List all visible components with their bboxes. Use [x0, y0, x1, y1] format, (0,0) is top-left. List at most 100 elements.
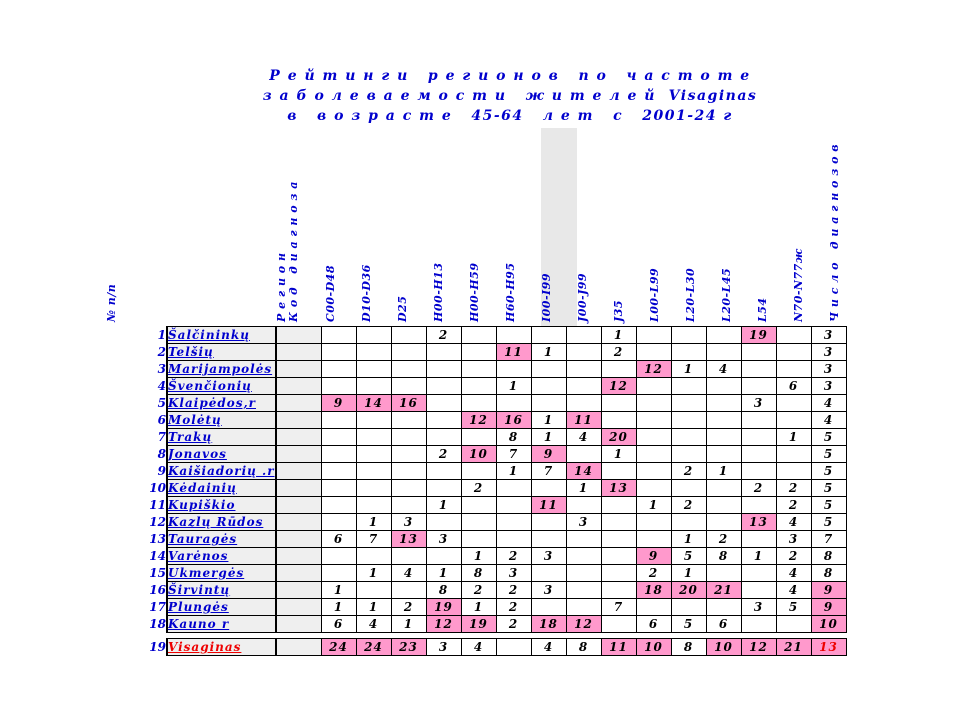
value-cell	[425, 394, 462, 412]
value-cell: 18	[635, 581, 672, 599]
value-cell: 3	[495, 564, 532, 582]
value-cell: 2	[425, 326, 462, 344]
value-cell	[530, 394, 567, 412]
value-cell: 1	[355, 598, 392, 616]
value-cell: 12	[425, 615, 462, 633]
value-cell	[600, 530, 637, 548]
row-number: 13	[149, 532, 166, 546]
value-cell: 14	[355, 394, 392, 412]
diagnosis-code-cell	[275, 360, 322, 378]
value-cell: 2	[635, 564, 672, 582]
value-cell	[565, 326, 602, 344]
value-cell	[565, 530, 602, 548]
value-cell: 5	[670, 547, 707, 565]
column-header-H00-H59: H00-H59	[468, 262, 481, 322]
diagnosis-code-cell	[275, 394, 322, 412]
diagnosis-code-cell	[275, 428, 322, 446]
value-cell: 4	[705, 360, 742, 378]
value-cell: 2	[495, 547, 532, 565]
value-cell: 19	[460, 615, 497, 633]
value-cell	[390, 343, 427, 361]
row-number: 14	[149, 549, 166, 563]
diagnosis-code-cell	[275, 479, 322, 497]
row-number: 16	[149, 583, 166, 597]
value-cell: 14	[565, 462, 602, 480]
value-cell	[355, 445, 392, 463]
row-number: 2	[157, 345, 166, 359]
value-cell	[705, 411, 742, 429]
total-count-header: Ч и с л о д и а г н о з о в	[828, 144, 841, 322]
value-cell: 1	[670, 564, 707, 582]
value-cell: 2	[495, 615, 532, 633]
value-cell	[390, 360, 427, 378]
value-cell	[600, 581, 637, 599]
value-cell: 3	[810, 360, 847, 378]
value-cell: 1	[705, 462, 742, 480]
value-cell	[460, 496, 497, 514]
row-number: 1	[157, 328, 166, 342]
value-cell: 1	[530, 428, 567, 446]
table-row: 6 Molėtų 12 16 1 11 4	[115, 411, 847, 429]
value-cell	[740, 530, 777, 548]
value-cell	[460, 530, 497, 548]
value-cell: 6	[635, 615, 672, 633]
value-cell	[425, 462, 462, 480]
value-cell: 1	[775, 428, 812, 446]
value-cell: 11	[530, 496, 567, 514]
value-cell	[355, 343, 392, 361]
value-cell: 7	[600, 598, 637, 616]
diagnosis-code-cell	[275, 462, 322, 480]
value-cell: 2	[670, 496, 707, 514]
value-cell: 3	[810, 343, 847, 361]
row-number: 17	[149, 600, 166, 614]
value-cell	[670, 428, 707, 446]
value-cell: 24	[355, 638, 392, 656]
value-cell	[355, 496, 392, 514]
title-line-1: Р е й т и н г и р е г и о н о в п о ч а …	[269, 68, 751, 84]
column-header-D10-D36: D10-D36	[360, 264, 373, 322]
column-header-I00-I99: I00-I99	[540, 273, 553, 322]
value-cell	[740, 445, 777, 463]
value-cell	[320, 445, 357, 463]
row-number-header: № п/п	[105, 283, 118, 322]
value-cell: 8	[810, 564, 847, 582]
value-cell	[635, 411, 672, 429]
value-cell: 1	[740, 547, 777, 565]
value-cell: 5	[670, 615, 707, 633]
row-number: 5	[157, 396, 166, 410]
value-cell	[600, 564, 637, 582]
value-cell	[740, 581, 777, 599]
value-cell: 3	[390, 513, 427, 531]
value-cell: 19	[425, 598, 462, 616]
value-cell	[320, 547, 357, 565]
value-cell: 4	[810, 411, 847, 429]
value-cell	[705, 377, 742, 395]
value-cell	[670, 513, 707, 531]
row-number: 6	[157, 413, 166, 427]
value-cell: 13	[600, 479, 637, 497]
column-header-H60-H95: H60-H95	[504, 262, 517, 322]
value-cell	[495, 496, 532, 514]
value-cell: 5	[810, 479, 847, 497]
value-cell: 12	[565, 615, 602, 633]
column-header-J35: J35	[612, 299, 625, 322]
column-header-L00-L99: L00-L99	[648, 267, 661, 322]
diagnosis-code-cell	[275, 530, 322, 548]
value-cell: 1	[390, 615, 427, 633]
table-row: 13 Tauragės 6 7 13 3 1 2 3 7	[115, 530, 847, 548]
value-cell: 1	[635, 496, 672, 514]
column-header-J00-J99: J00-J99	[576, 272, 589, 322]
value-cell	[355, 326, 392, 344]
diagnosis-code-cell	[275, 547, 322, 565]
value-cell	[565, 343, 602, 361]
value-cell	[635, 479, 672, 497]
value-cell	[530, 326, 567, 344]
column-header-L20-L30: L20-L30	[684, 267, 697, 322]
diagnosis-code-cell	[275, 326, 322, 344]
row-number: 18	[149, 617, 166, 631]
value-cell: 3	[775, 530, 812, 548]
value-cell	[355, 411, 392, 429]
value-cell	[390, 377, 427, 395]
value-cell: 2	[495, 598, 532, 616]
table-row: 18 Kauno r 6 4 1 12 19 2 18 12 6 5 6 10	[115, 615, 847, 633]
